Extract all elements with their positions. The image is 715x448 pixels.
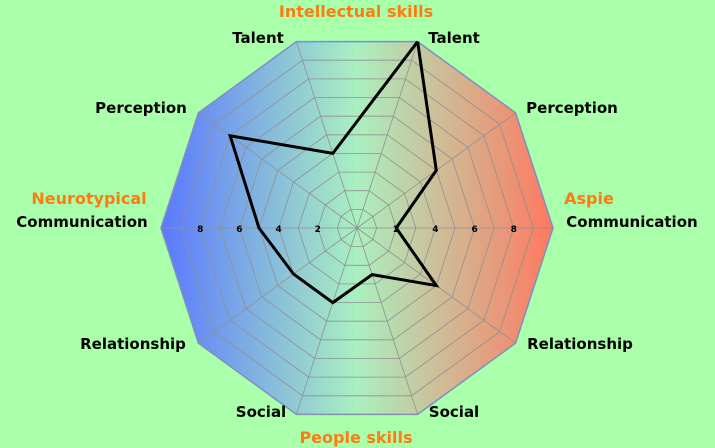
- grid-spoke: [198, 227, 358, 344]
- grid-spoke: [296, 41, 358, 229]
- tick-label: 8: [511, 225, 517, 235]
- category-label-right-relationship: Relationship: [527, 335, 633, 353]
- tick-label: 2: [315, 225, 321, 235]
- tick-label: 8: [197, 225, 203, 235]
- header-people-skills: People skills: [299, 428, 412, 447]
- category-label-right-perception: Perception: [526, 99, 618, 117]
- grid-spoke: [356, 41, 418, 229]
- header-aspie: Aspie: [564, 189, 614, 208]
- tick-label: 4: [275, 225, 281, 235]
- tick-label: 4: [432, 225, 438, 235]
- category-label-left-perception: Perception: [95, 99, 187, 117]
- tick-label: 6: [471, 225, 477, 235]
- category-label-left-communication: Communication: [16, 213, 147, 231]
- grid-spoke: [296, 227, 358, 415]
- category-label-right-talent: Talent: [428, 29, 480, 47]
- category-label-left-relationship: Relationship: [80, 335, 186, 353]
- category-label-right-social: Social: [429, 403, 479, 421]
- header-intellectual-skills: Intellectual skills: [279, 2, 433, 21]
- grid-spoke: [198, 112, 358, 229]
- chart-grid: [160, 41, 554, 415]
- series-line: [227, 40, 440, 305]
- category-label-right-communication: Communication: [566, 213, 697, 231]
- header-neurotypical: Neurotypical: [31, 189, 146, 208]
- tick-label: 6: [236, 225, 242, 235]
- category-label-left-social: Social: [236, 403, 286, 421]
- grid-spoke: [356, 227, 418, 415]
- category-label-left-talent: Talent: [232, 29, 284, 47]
